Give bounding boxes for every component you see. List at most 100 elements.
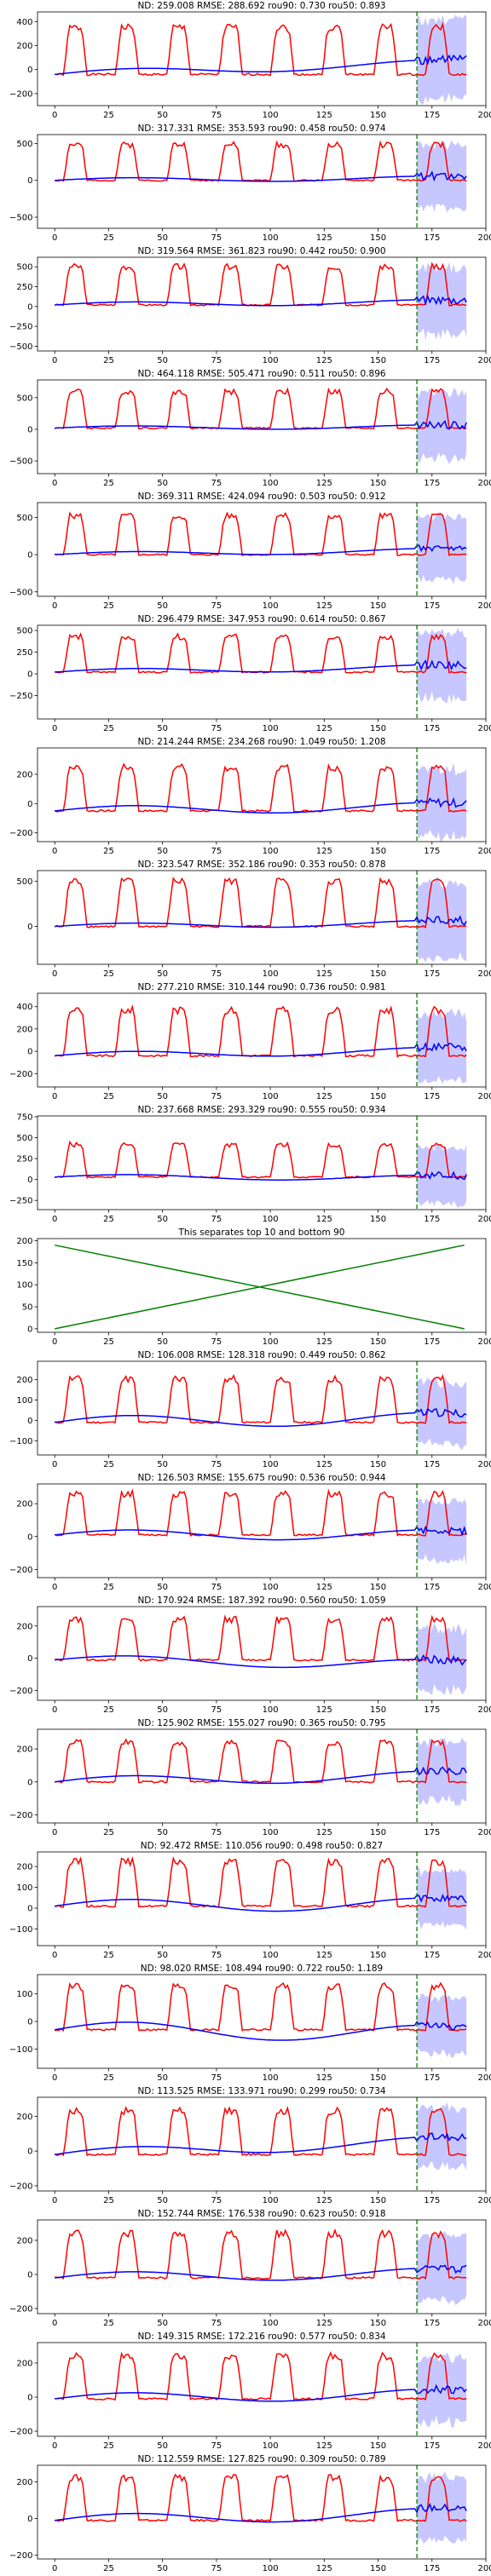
y-tick-label: 100 xyxy=(16,1281,32,1291)
forecast-series-line xyxy=(55,2264,467,2281)
actual-series-line xyxy=(55,2473,467,2522)
y-tick-label: 50 xyxy=(22,1303,33,1313)
plot-area xyxy=(55,1729,467,1823)
plot-area xyxy=(54,993,467,1087)
x-tick-label: 75 xyxy=(211,2564,222,2573)
x-tick-label: 125 xyxy=(316,479,332,488)
axes-frame xyxy=(37,134,487,229)
x-tick-label: 150 xyxy=(370,1828,386,1837)
chart-title: ND: 170.924 RMSE: 187.392 rou90: 0.560 r… xyxy=(137,1596,385,1606)
x-tick-label: 25 xyxy=(103,479,114,488)
x-tick-label: 25 xyxy=(103,2441,114,2451)
x-tick-label: 50 xyxy=(157,233,168,243)
chart-panel-3: ND: 319.564 RMSE: 361.823 rou90: 0.442 r… xyxy=(9,246,491,365)
y-tick-label: −500 xyxy=(9,214,32,223)
x-tick-label: 0 xyxy=(52,479,57,488)
x-tick-label: 75 xyxy=(211,1337,222,1347)
x-tick-label: 75 xyxy=(211,1215,222,1224)
x-tick-label: 50 xyxy=(157,356,168,365)
x-tick-label: 175 xyxy=(424,1951,440,1960)
chart-title: ND: 92.472 RMSE: 110.056 rou90: 0.498 ro… xyxy=(141,1841,383,1851)
x-tick-label: 125 xyxy=(316,2073,332,2083)
x-tick-label: 150 xyxy=(370,2441,386,2451)
forecast-interval-band xyxy=(417,140,467,213)
forecast-series-line xyxy=(55,2021,467,2041)
forecast-series-line xyxy=(55,294,467,307)
x-tick-label: 50 xyxy=(157,601,168,611)
x-tick-label: 0 xyxy=(52,1705,57,1715)
chart-title: ND: 112.559 RMSE: 127.825 rou90: 0.309 r… xyxy=(137,2454,385,2464)
y-tick-label: 200 xyxy=(16,1863,32,1872)
x-tick-label: 25 xyxy=(103,1215,114,1224)
x-tick-label: 200 xyxy=(477,1215,491,1224)
y-tick-label: 750 xyxy=(16,1113,32,1122)
x-tick-label: 150 xyxy=(370,2564,386,2573)
y-tick-label: 0 xyxy=(27,670,32,680)
x-tick-label: 200 xyxy=(477,2441,491,2451)
x-tick-label: 125 xyxy=(316,233,332,243)
chart-panel-2: ND: 317.331 RMSE: 353.593 rou90: 0.458 r… xyxy=(9,124,491,243)
x-tick-label: 125 xyxy=(316,1092,332,1101)
x-tick-label: 75 xyxy=(211,1583,222,1592)
y-tick-label: −100 xyxy=(9,1925,32,1935)
forecast-series-line xyxy=(55,659,467,673)
x-tick-label: 175 xyxy=(424,479,440,488)
x-tick-label: 100 xyxy=(263,111,279,120)
x-tick-label: 100 xyxy=(263,479,279,488)
x-tick-label: 50 xyxy=(157,1092,168,1101)
plot-area xyxy=(55,503,467,596)
y-tick-label: 0 xyxy=(27,2148,32,2157)
x-tick-label: 25 xyxy=(103,2196,114,2205)
x-tick-label: 175 xyxy=(424,724,440,733)
plot-area xyxy=(55,1852,467,1946)
x-tick-label: 200 xyxy=(477,1092,491,1101)
x-tick-label: 25 xyxy=(103,1951,114,1960)
actual-series-line xyxy=(54,387,467,430)
y-tick-label: −200 xyxy=(9,2305,32,2314)
y-tick-label: 0 xyxy=(27,1048,32,1057)
forecast-series-line xyxy=(55,1407,467,1428)
y-tick-label: 250 xyxy=(16,1155,32,1164)
x-tick-label: 25 xyxy=(103,1828,114,1837)
y-tick-label: −250 xyxy=(9,692,32,701)
x-tick-label: 175 xyxy=(424,2319,440,2328)
forecast-series-line xyxy=(55,796,467,814)
actual-series-line xyxy=(55,632,467,674)
y-tick-label: 0 xyxy=(27,302,32,312)
y-tick-label: 500 xyxy=(16,1134,32,1143)
chart-title: ND: 317.331 RMSE: 353.593 rou90: 0.458 r… xyxy=(137,124,385,134)
y-tick-label: 200 xyxy=(16,2237,32,2246)
x-tick-label: 75 xyxy=(211,1951,222,1960)
x-tick-label: 75 xyxy=(211,969,222,979)
axes-frame xyxy=(37,870,487,965)
y-tick-label: −200 xyxy=(9,2551,32,2561)
x-tick-label: 175 xyxy=(424,969,440,979)
x-tick-label: 175 xyxy=(424,1828,440,1837)
forecast-interval-band xyxy=(417,1623,467,1695)
x-tick-label: 25 xyxy=(103,1460,114,1469)
x-tick-label: 150 xyxy=(370,479,386,488)
y-tick-label: 0 xyxy=(27,66,32,75)
chart-title: ND: 277.210 RMSE: 310.144 rou90: 0.736 r… xyxy=(137,982,385,992)
x-tick-label: 50 xyxy=(157,1828,168,1837)
chart-title: ND: 369.311 RMSE: 424.094 rou90: 0.503 r… xyxy=(137,492,385,502)
x-tick-label: 50 xyxy=(157,1460,168,1469)
x-tick-label: 125 xyxy=(316,1215,332,1224)
chart-panel-21: ND: 112.559 RMSE: 127.825 rou90: 0.309 r… xyxy=(9,2454,491,2573)
x-tick-label: 100 xyxy=(263,233,279,243)
chart-title: ND: 464.118 RMSE: 505.471 rou90: 0.511 r… xyxy=(137,369,385,379)
y-tick-label: 400 xyxy=(16,18,32,27)
chart-panel-5: ND: 369.311 RMSE: 424.094 rou90: 0.503 r… xyxy=(9,492,491,611)
y-tick-label: 0 xyxy=(27,1778,32,1787)
actual-series-line xyxy=(55,1140,467,1179)
x-tick-label: 25 xyxy=(103,233,114,243)
x-tick-label: 100 xyxy=(263,969,279,979)
y-tick-label: −200 xyxy=(9,89,32,99)
x-tick-label: 125 xyxy=(316,356,332,365)
chart-panel-8: ND: 323.547 RMSE: 352.186 rou90: 0.353 r… xyxy=(16,860,491,979)
x-tick-label: 150 xyxy=(370,233,386,243)
y-tick-label: 150 xyxy=(16,1259,32,1268)
y-tick-label: 0 xyxy=(27,551,32,561)
x-tick-label: 0 xyxy=(52,2196,57,2205)
x-tick-label: 200 xyxy=(477,356,491,365)
